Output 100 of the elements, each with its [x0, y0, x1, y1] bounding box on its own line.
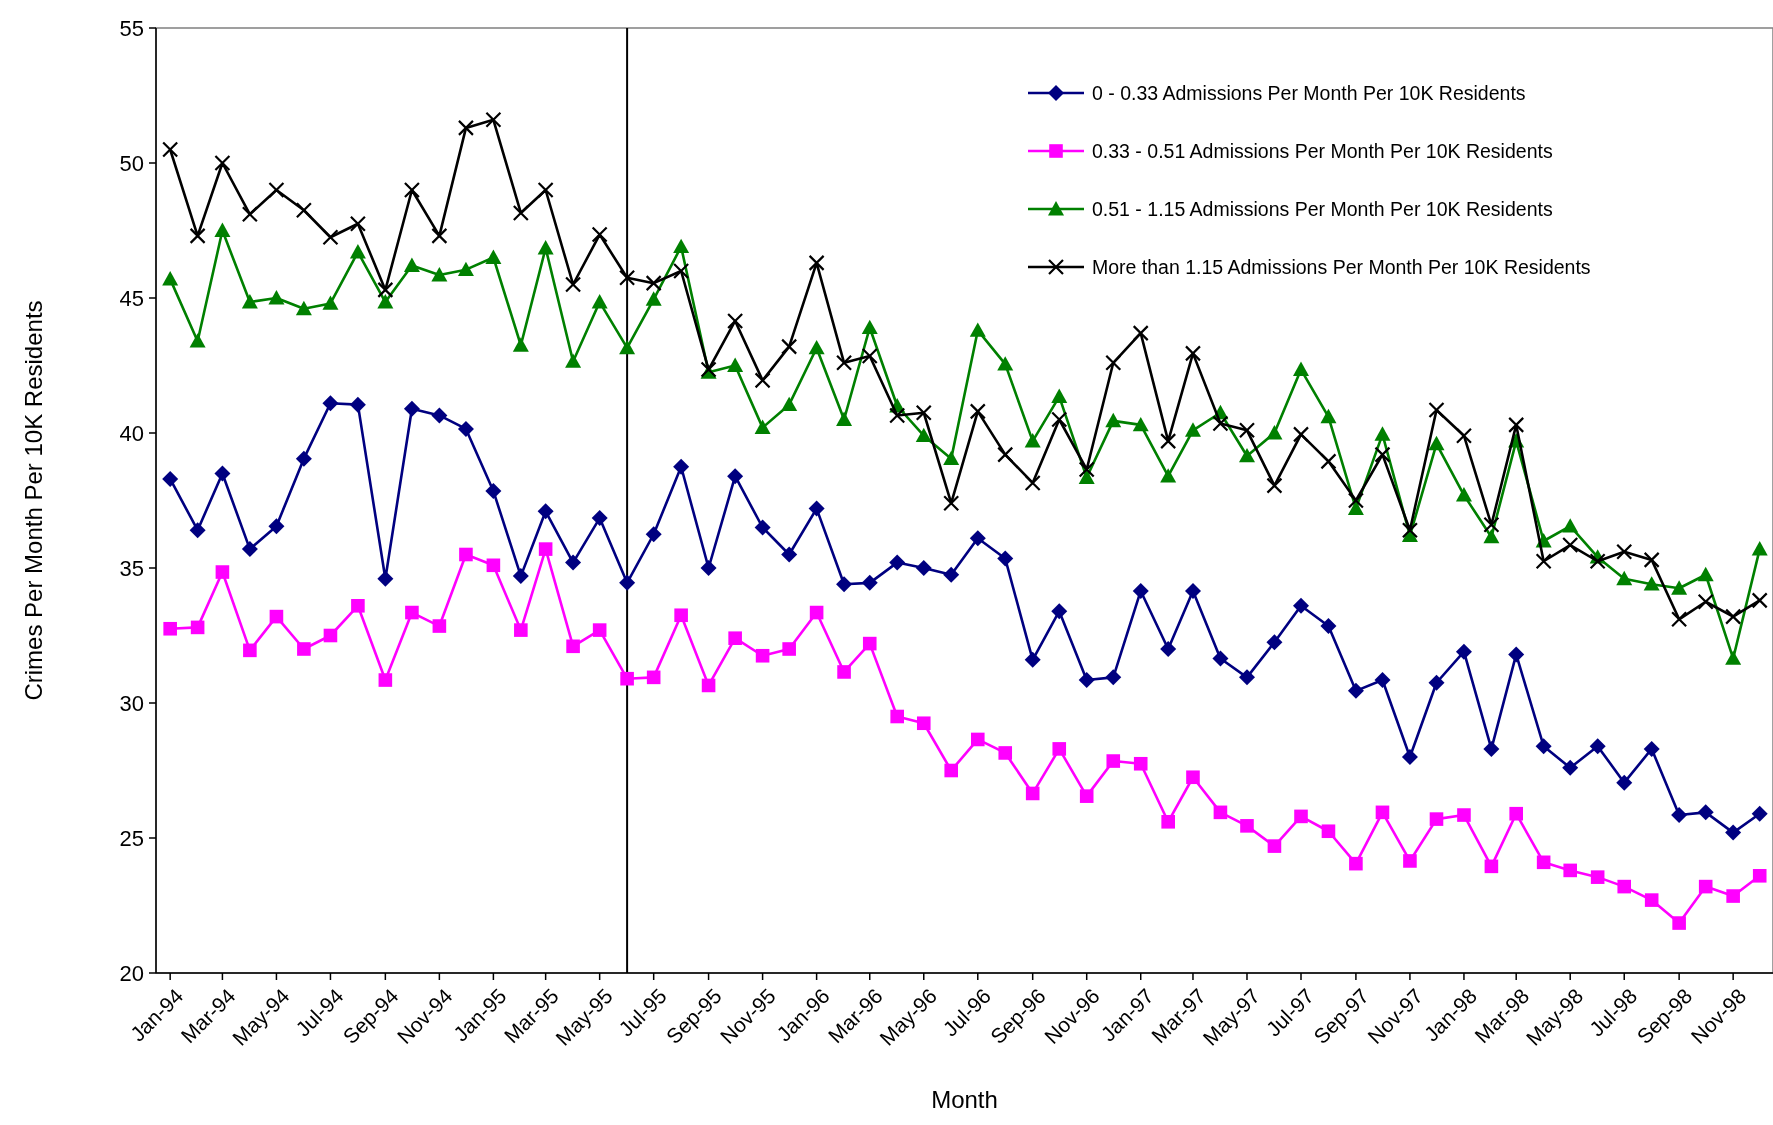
point: [349, 396, 366, 413]
point: [190, 620, 205, 635]
point: [916, 716, 931, 731]
point: [1428, 401, 1445, 419]
point: [564, 276, 582, 293]
point: [943, 450, 960, 466]
point: [592, 623, 607, 637]
point: [214, 222, 231, 237]
point: [1643, 576, 1660, 591]
point: [861, 319, 878, 335]
point: [431, 267, 448, 282]
point: [349, 215, 366, 232]
point: [997, 550, 1014, 567]
point: [1751, 805, 1768, 822]
point: [322, 295, 339, 310]
point: [591, 510, 608, 527]
point: [241, 541, 258, 558]
point: [1266, 477, 1283, 494]
point: [215, 565, 230, 579]
point: [1401, 522, 1419, 539]
point: [297, 642, 311, 656]
y-tick-label: 30: [119, 690, 144, 716]
point: [1726, 889, 1740, 903]
point: [1562, 536, 1579, 554]
point: [1428, 435, 1445, 451]
point: [1616, 543, 1633, 560]
point: [1697, 804, 1714, 821]
point: [591, 226, 608, 243]
point: [645, 526, 662, 543]
x-axis-title: Month: [931, 1086, 998, 1113]
point: [943, 495, 960, 512]
point: [1078, 461, 1095, 478]
point: [754, 519, 771, 536]
point: [512, 204, 529, 222]
point: [1535, 738, 1552, 755]
point: [1052, 742, 1067, 756]
point: [808, 254, 825, 271]
point: [727, 357, 744, 372]
point: [1455, 643, 1472, 660]
point: [403, 400, 420, 417]
point: [1349, 856, 1363, 871]
point: [1374, 446, 1391, 463]
point: [537, 240, 554, 255]
point: [295, 450, 312, 467]
point: [1161, 815, 1175, 829]
point: [241, 294, 258, 309]
point: [1375, 805, 1390, 820]
point: [969, 322, 986, 337]
point: [1428, 674, 1445, 691]
point: [162, 470, 179, 487]
legend-label: 0 - 0.33 Admissions Per Month Per 10K Residents: [1092, 81, 1526, 104]
point: [486, 558, 501, 573]
point: [163, 621, 177, 636]
y-tick-label: 50: [119, 150, 144, 176]
point: [861, 574, 878, 591]
point: [1697, 566, 1714, 582]
point: [755, 648, 770, 663]
point: [295, 300, 312, 316]
point: [268, 290, 285, 305]
point: [1320, 453, 1337, 470]
y-tick-label: 45: [119, 285, 144, 311]
point: [1132, 582, 1149, 599]
point: [459, 547, 473, 562]
point: [1025, 786, 1040, 801]
point: [1751, 592, 1768, 609]
point: [377, 294, 394, 309]
point: [1643, 551, 1660, 568]
point: [243, 643, 257, 658]
point: [969, 530, 986, 547]
point: [1160, 641, 1177, 657]
point: [377, 281, 394, 298]
point: [214, 465, 231, 482]
point: [1536, 855, 1551, 870]
point: [727, 468, 744, 485]
point: [1374, 426, 1391, 441]
point: [1321, 824, 1336, 839]
point: [1294, 809, 1308, 824]
point: [1698, 879, 1713, 894]
point: [1562, 759, 1579, 776]
point: [645, 275, 662, 292]
point: [1132, 416, 1149, 432]
point: [619, 339, 636, 355]
point: [538, 542, 553, 556]
point: [432, 619, 447, 633]
legend-label: 0.51 - 1.15 Admissions Per Month Per 10K Residents: [1092, 197, 1553, 220]
point: [537, 181, 554, 199]
point: [645, 291, 662, 306]
point: [1483, 740, 1500, 757]
point: [537, 503, 554, 520]
point: [1079, 789, 1094, 803]
point: [673, 458, 690, 475]
point: [835, 354, 853, 371]
point: [836, 411, 853, 426]
point: [322, 229, 339, 246]
point: [837, 665, 851, 679]
point: [782, 642, 796, 656]
point: [1266, 425, 1283, 440]
point: [1535, 553, 1552, 570]
point: [728, 631, 742, 645]
point: [915, 404, 932, 421]
